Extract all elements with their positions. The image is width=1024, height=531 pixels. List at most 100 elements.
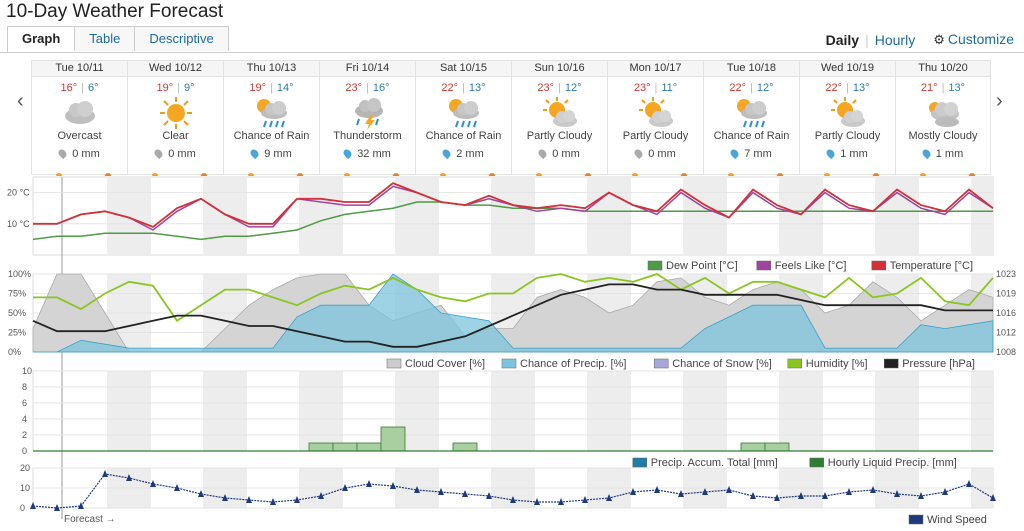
left-tick-label: 25% bbox=[8, 328, 26, 338]
left-tick-label: 75% bbox=[8, 289, 26, 299]
low-temp: 6° bbox=[87, 82, 99, 94]
day-temps: 22° | 13° bbox=[416, 82, 511, 94]
tab-descriptive[interactable]: Descriptive bbox=[134, 26, 229, 51]
low-temp: 13° bbox=[852, 82, 870, 94]
day-card[interactable]: Tue 10/11 16° | 6° Overcast 0 mm bbox=[31, 60, 127, 176]
high-temp: 19° bbox=[156, 82, 174, 94]
high-temp: 21° bbox=[920, 82, 938, 94]
raindrop-icon bbox=[729, 147, 741, 160]
night-band bbox=[107, 177, 151, 255]
temp-separator: | bbox=[654, 82, 658, 94]
day-card[interactable]: Tue 10/18 22° | 12° Chance of Rain 7 mm bbox=[703, 60, 799, 176]
day-date: Sat 10/15 bbox=[416, 61, 511, 77]
day-temps: 19° | 9° bbox=[128, 82, 223, 94]
night-band bbox=[587, 371, 631, 451]
wind-arrow-icon bbox=[462, 490, 468, 497]
wind-arrow-icon bbox=[990, 494, 996, 501]
wind-arrow-icon bbox=[318, 492, 324, 499]
high-temp: 22° bbox=[825, 82, 843, 94]
day-condition: Partly Cloudy bbox=[526, 130, 593, 142]
day-date: Wed 10/12 bbox=[128, 61, 223, 77]
wind-arrow-icon bbox=[870, 486, 876, 493]
y-tick-label: 8 bbox=[22, 382, 27, 392]
precip-amount: 7 mm bbox=[744, 148, 772, 160]
sun-cloud-rain-icon bbox=[416, 96, 511, 130]
wind-arrow-icon bbox=[510, 496, 516, 503]
legend-swatch bbox=[787, 358, 803, 369]
day-date: Thu 10/20 bbox=[896, 61, 990, 77]
night-band bbox=[203, 177, 247, 255]
low-temp: 16° bbox=[372, 82, 390, 94]
raindrop-icon bbox=[342, 147, 354, 160]
sunrise-icon bbox=[824, 173, 830, 176]
wind-arrow-icon bbox=[630, 488, 636, 495]
wind-arrow-icon bbox=[30, 502, 36, 509]
day-date: Tue 10/18 bbox=[704, 61, 799, 77]
temp-separator: | bbox=[177, 82, 180, 94]
y-tick-label: 10 bbox=[22, 366, 32, 376]
gear-icon: ⚙ bbox=[933, 32, 945, 47]
wind-arrow-icon bbox=[294, 496, 300, 503]
legend-label: Cloud Cover [%] bbox=[405, 358, 485, 370]
day-precip: 0 mm bbox=[512, 147, 607, 160]
night-band bbox=[299, 371, 343, 451]
night-band bbox=[395, 177, 439, 255]
low-temp: 13° bbox=[468, 82, 486, 94]
day-card[interactable]: Wed 10/19 22° | 13° Partly Cloudy 1 mm bbox=[799, 60, 895, 176]
sunset-icon bbox=[201, 173, 207, 176]
night-band bbox=[779, 371, 823, 451]
legend-swatch bbox=[883, 358, 899, 369]
tab-table[interactable]: Table bbox=[74, 26, 135, 51]
legend-label: Precip. Accum. Total [mm] bbox=[651, 457, 778, 469]
hourly-link[interactable]: Hourly bbox=[874, 31, 916, 48]
day-card[interactable]: Sat 10/15 22° | 13° Chance of Rain 2 mm bbox=[415, 60, 511, 176]
wind-arrow-icon bbox=[342, 484, 348, 491]
sunrise-icon bbox=[344, 173, 350, 176]
wind-arrow-icon bbox=[438, 488, 444, 495]
precip-bar bbox=[332, 442, 358, 452]
night-band bbox=[683, 177, 727, 255]
day-precip: 2 mm bbox=[416, 147, 511, 160]
sun-cloud-icon bbox=[608, 96, 703, 130]
day-card[interactable]: Wed 10/12 19° | 9° Clear 0 mm bbox=[127, 60, 223, 176]
sunset-icon bbox=[393, 173, 399, 176]
wind-arrow-icon bbox=[966, 480, 972, 487]
tab-graph[interactable]: Graph bbox=[7, 26, 75, 53]
temp-separator: | bbox=[81, 82, 84, 94]
customize-link[interactable]: ⚙ Customize bbox=[933, 31, 1014, 48]
legend-swatch bbox=[871, 260, 887, 271]
precip-bar bbox=[380, 426, 406, 452]
sunrise-icon bbox=[536, 173, 542, 176]
sun-cloud-rain-icon bbox=[704, 96, 799, 130]
day-temps: 23° | 11° bbox=[608, 82, 703, 94]
day-card[interactable]: Fri 10/14 23° | 16° Thunderstorm 32 mm bbox=[319, 60, 415, 176]
precip-bar bbox=[356, 442, 382, 452]
raindrop-icon bbox=[537, 147, 549, 160]
low-temp: 11° bbox=[661, 82, 678, 94]
day-date: Thu 10/13 bbox=[224, 61, 319, 77]
legend-label: Temperature [°C] bbox=[890, 260, 973, 272]
wind-arrow-icon bbox=[894, 490, 900, 497]
wind-arrow-icon bbox=[582, 496, 588, 503]
wind-arrow-icon bbox=[534, 498, 540, 505]
raindrop-icon bbox=[633, 147, 645, 160]
precip-chance-area bbox=[33, 273, 994, 353]
wind-arrow-icon bbox=[222, 494, 228, 501]
raindrop-icon bbox=[249, 147, 261, 160]
prev-arrow-icon[interactable]: ‹ bbox=[17, 90, 24, 112]
right-tick-label: 1016 bbox=[996, 308, 1016, 318]
wind-arrow-icon bbox=[558, 498, 564, 505]
daily-button[interactable]: Daily bbox=[825, 31, 860, 48]
view-modes: Daily | Hourly ⚙ Customize bbox=[826, 31, 1014, 48]
wind-arrow-icon bbox=[798, 492, 804, 499]
right-tick-label: 1023 bbox=[996, 269, 1016, 279]
y-tick-label: 20 °C bbox=[7, 188, 30, 198]
day-card[interactable]: Sun 10/16 23° | 12° Partly Cloudy 0 mm bbox=[511, 60, 607, 176]
legend-swatch bbox=[647, 260, 663, 271]
day-card[interactable]: Thu 10/20 21° | 13° Mostly Cloudy 1 mm bbox=[895, 60, 991, 176]
day-card[interactable]: Mon 10/17 23° | 11° Partly Cloudy 0 mm bbox=[607, 60, 703, 176]
precip-amount: 1 mm bbox=[935, 148, 964, 160]
next-arrow-icon[interactable]: › bbox=[996, 90, 1003, 112]
day-card[interactable]: Thu 10/13 19° | 14° Chance of Rain 9 mm bbox=[223, 60, 319, 176]
precip-bar bbox=[308, 442, 334, 452]
